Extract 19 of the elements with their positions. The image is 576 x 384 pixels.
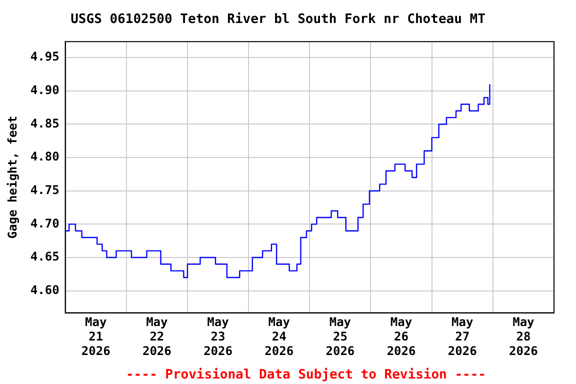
x-tick-label: May 28 2026 bbox=[509, 315, 538, 358]
x-tick-label: May 22 2026 bbox=[142, 315, 172, 358]
x-tick-label: May 23 2026 bbox=[204, 315, 232, 358]
y-tick-label: 4.65 bbox=[30, 250, 60, 264]
x-tick-label: May 25 2026 bbox=[326, 315, 355, 358]
x-tick-label: May 21 2026 bbox=[81, 315, 110, 358]
y-tick-label: 4.90 bbox=[30, 83, 60, 98]
y-tick-label: 4.70 bbox=[30, 216, 60, 230]
chart-title: USGS 06102500 Teton River bl South Fork nr Choteau MT bbox=[70, 12, 486, 28]
x-tick-label: May 26 2026 bbox=[386, 315, 416, 358]
y-tick-label: 4.85 bbox=[30, 116, 60, 130]
text: ---- Provisional Data Subject to Revision ---- bbox=[126, 367, 486, 382]
y-tick-label: 4.95 bbox=[30, 50, 60, 64]
x-tick-label: May 24 2026 bbox=[264, 315, 294, 358]
y-tick-label: 4.60 bbox=[30, 282, 60, 297]
y-axis-title: Gage height, feet bbox=[5, 116, 20, 239]
y-tick-label: 4.80 bbox=[30, 150, 60, 164]
y-tick-label: 4.75 bbox=[30, 182, 60, 197]
x-tick-label: May 27 2026 bbox=[448, 315, 477, 358]
